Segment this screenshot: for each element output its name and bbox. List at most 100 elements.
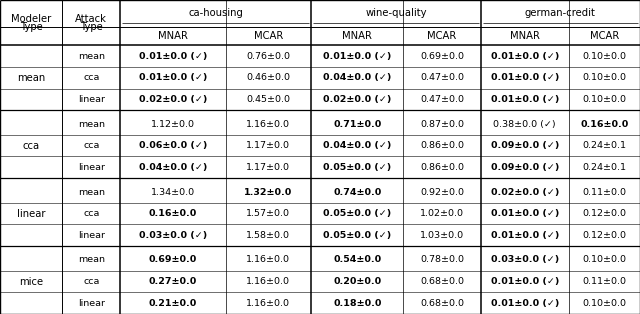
Text: cca: cca <box>22 141 40 151</box>
Text: 0.01±0.0 (✓): 0.01±0.0 (✓) <box>491 299 559 308</box>
Text: 0.05±0.0 (✓): 0.05±0.0 (✓) <box>323 231 391 240</box>
Text: 0.69±0.0: 0.69±0.0 <box>420 51 464 61</box>
Text: MNAR: MNAR <box>510 31 540 41</box>
Text: MCAR: MCAR <box>428 31 456 41</box>
Text: 0.68±0.0: 0.68±0.0 <box>420 277 464 286</box>
Text: 0.86±0.0: 0.86±0.0 <box>420 163 464 172</box>
Text: 0.11±0.0: 0.11±0.0 <box>582 187 627 197</box>
Text: Type: Type <box>80 22 102 32</box>
Text: 0.10±0.0: 0.10±0.0 <box>582 73 627 82</box>
Text: 0.74±0.0: 0.74±0.0 <box>333 187 381 197</box>
Text: 0.16±0.0: 0.16±0.0 <box>580 120 628 128</box>
Text: linear: linear <box>77 231 105 240</box>
Text: 0.03±0.0 (✓): 0.03±0.0 (✓) <box>491 256 559 264</box>
Text: cca: cca <box>83 73 99 82</box>
Text: 0.11±0.0: 0.11±0.0 <box>582 277 627 286</box>
Text: 0.06±0.0 (✓): 0.06±0.0 (✓) <box>139 141 207 150</box>
Text: Attack: Attack <box>76 14 107 24</box>
Text: 0.16±0.0: 0.16±0.0 <box>148 209 197 218</box>
Text: 0.27±0.0: 0.27±0.0 <box>148 277 197 286</box>
Text: 0.10±0.0: 0.10±0.0 <box>582 299 627 308</box>
Text: 0.47±0.0: 0.47±0.0 <box>420 95 464 104</box>
Text: wine-quality: wine-quality <box>365 8 427 19</box>
Text: 0.46±0.0: 0.46±0.0 <box>246 73 291 82</box>
Text: linear: linear <box>77 163 105 172</box>
Text: MNAR: MNAR <box>342 31 372 41</box>
Text: 0.86±0.0: 0.86±0.0 <box>420 141 464 150</box>
Text: 0.20±0.0: 0.20±0.0 <box>333 277 381 286</box>
Text: linear: linear <box>17 208 45 219</box>
Text: 0.12±0.0: 0.12±0.0 <box>582 231 627 240</box>
Text: MCAR: MCAR <box>254 31 283 41</box>
Text: 0.24±0.1: 0.24±0.1 <box>582 163 627 172</box>
Text: 0.03±0.0 (✓): 0.03±0.0 (✓) <box>139 231 207 240</box>
Text: 0.10±0.0: 0.10±0.0 <box>582 256 627 264</box>
Text: 0.01±0.0 (✓): 0.01±0.0 (✓) <box>139 51 207 61</box>
Text: 0.01±0.0 (✓): 0.01±0.0 (✓) <box>491 277 559 286</box>
Text: 0.54±0.0: 0.54±0.0 <box>333 256 381 264</box>
Text: 0.78±0.0: 0.78±0.0 <box>420 256 464 264</box>
Text: 0.24±0.1: 0.24±0.1 <box>582 141 627 150</box>
Text: Modeler: Modeler <box>11 14 51 24</box>
Text: 0.47±0.0: 0.47±0.0 <box>420 73 464 82</box>
Text: mean: mean <box>77 120 105 128</box>
Text: 0.01±0.0 (✓): 0.01±0.0 (✓) <box>491 209 559 218</box>
Text: 0.01±0.0 (✓): 0.01±0.0 (✓) <box>491 73 559 82</box>
Text: 0.09±0.0 (✓): 0.09±0.0 (✓) <box>491 141 559 150</box>
Text: 0.87±0.0: 0.87±0.0 <box>420 120 464 128</box>
Text: 1.57±0.0: 1.57±0.0 <box>246 209 291 218</box>
Text: 0.38±0.0 (✓): 0.38±0.0 (✓) <box>493 120 556 128</box>
Text: mean: mean <box>17 73 45 83</box>
Text: 0.09±0.0 (✓): 0.09±0.0 (✓) <box>491 163 559 172</box>
Text: 1.12±0.0: 1.12±0.0 <box>151 120 195 128</box>
Text: 0.10±0.0: 0.10±0.0 <box>582 95 627 104</box>
Text: cca: cca <box>83 141 99 150</box>
Text: 0.45±0.0: 0.45±0.0 <box>246 95 291 104</box>
Text: 0.21±0.0: 0.21±0.0 <box>148 299 197 308</box>
Text: mean: mean <box>77 187 105 197</box>
Text: 1.16±0.0: 1.16±0.0 <box>246 256 291 264</box>
Text: 1.16±0.0: 1.16±0.0 <box>246 120 291 128</box>
Text: mean: mean <box>77 256 105 264</box>
Text: 1.34±0.0: 1.34±0.0 <box>151 187 195 197</box>
Text: linear: linear <box>77 95 105 104</box>
Text: 1.16±0.0: 1.16±0.0 <box>246 299 291 308</box>
Text: 0.02±0.0 (✓): 0.02±0.0 (✓) <box>323 95 392 104</box>
Text: MNAR: MNAR <box>158 31 188 41</box>
Text: mean: mean <box>77 51 105 61</box>
Text: 0.10±0.0: 0.10±0.0 <box>582 51 627 61</box>
Text: cca: cca <box>83 209 99 218</box>
Text: german-credit: german-credit <box>525 8 596 19</box>
Text: Type: Type <box>20 22 43 32</box>
Text: 0.71±0.0: 0.71±0.0 <box>333 120 381 128</box>
Text: ca-housing: ca-housing <box>188 8 243 19</box>
Text: 0.18±0.0: 0.18±0.0 <box>333 299 381 308</box>
Text: 0.02±0.0 (✓): 0.02±0.0 (✓) <box>491 187 559 197</box>
Text: 0.01±0.0 (✓): 0.01±0.0 (✓) <box>491 95 559 104</box>
Text: MCAR: MCAR <box>590 31 619 41</box>
Text: 0.01±0.0 (✓): 0.01±0.0 (✓) <box>139 73 207 82</box>
Text: cca: cca <box>83 277 99 286</box>
Text: 0.04±0.0 (✓): 0.04±0.0 (✓) <box>323 73 392 82</box>
Text: 0.04±0.0 (✓): 0.04±0.0 (✓) <box>139 163 207 172</box>
Text: 1.58±0.0: 1.58±0.0 <box>246 231 291 240</box>
Text: linear: linear <box>77 299 105 308</box>
Text: 1.17±0.0: 1.17±0.0 <box>246 141 291 150</box>
Text: 0.02±0.0 (✓): 0.02±0.0 (✓) <box>139 95 207 104</box>
Text: 0.69±0.0: 0.69±0.0 <box>148 256 197 264</box>
Text: 0.76±0.0: 0.76±0.0 <box>246 51 291 61</box>
Text: 0.01±0.0 (✓): 0.01±0.0 (✓) <box>323 51 392 61</box>
Text: 1.32±0.0: 1.32±0.0 <box>244 187 292 197</box>
Text: 0.04±0.0 (✓): 0.04±0.0 (✓) <box>323 141 392 150</box>
Text: 0.68±0.0: 0.68±0.0 <box>420 299 464 308</box>
Text: 0.01±0.0 (✓): 0.01±0.0 (✓) <box>491 51 559 61</box>
Text: 0.01±0.0 (✓): 0.01±0.0 (✓) <box>491 231 559 240</box>
Text: mice: mice <box>19 277 44 287</box>
Text: 1.02±0.0: 1.02±0.0 <box>420 209 464 218</box>
Text: 1.16±0.0: 1.16±0.0 <box>246 277 291 286</box>
Text: 0.92±0.0: 0.92±0.0 <box>420 187 464 197</box>
Text: 1.17±0.0: 1.17±0.0 <box>246 163 291 172</box>
Text: 0.05±0.0 (✓): 0.05±0.0 (✓) <box>323 163 391 172</box>
Text: 1.03±0.0: 1.03±0.0 <box>420 231 464 240</box>
Text: 0.05±0.0 (✓): 0.05±0.0 (✓) <box>323 209 391 218</box>
